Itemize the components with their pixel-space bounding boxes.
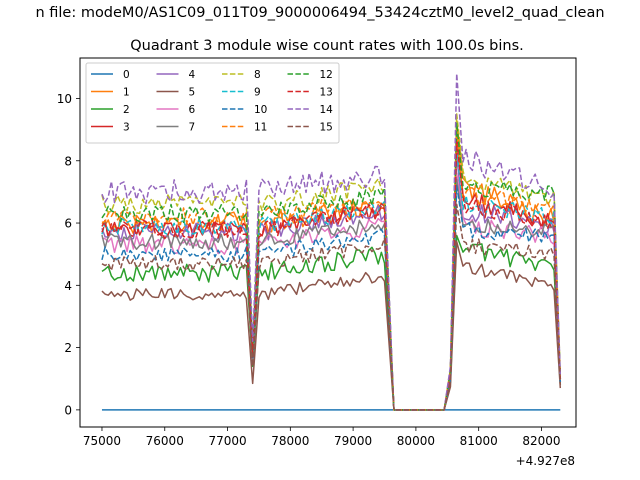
x-tick-label: 79000 (334, 434, 372, 448)
y-tick-label: 4 (64, 279, 72, 293)
x-axis-offset-label: +4.927e8 (516, 454, 575, 468)
x-tick-label: 81000 (460, 434, 498, 448)
series-line-7 (101, 178, 562, 411)
legend-label-2: 2 (123, 104, 130, 116)
y-tick-label: 6 (64, 217, 72, 231)
y-tick-label: 10 (57, 92, 72, 106)
legend-label-5: 5 (189, 87, 196, 99)
series-line-13 (101, 141, 562, 411)
series-line-9 (101, 147, 562, 411)
y-tick-label: 8 (64, 154, 72, 168)
plot-frame (79, 57, 577, 428)
legend-label-14: 14 (320, 104, 334, 116)
legend-label-8: 8 (254, 69, 261, 81)
legend-label-12: 12 (320, 69, 333, 81)
series-line-8 (101, 113, 562, 411)
legend-label-1: 1 (123, 87, 130, 99)
series-line-12 (101, 122, 562, 411)
legend-label-6: 6 (189, 104, 196, 116)
y-tick-label: 0 (64, 403, 72, 417)
series-line-2 (101, 234, 562, 411)
legend-label-13: 13 (320, 87, 333, 99)
x-tick-label: 80000 (397, 434, 435, 448)
legend-label-15: 15 (320, 122, 333, 134)
series-line-10 (101, 184, 562, 411)
x-tick-label: 75000 (83, 434, 121, 448)
series-line-15 (101, 203, 562, 411)
y-tick-label: 2 (64, 341, 72, 355)
figure-suptitle: n file: modeM0/AS1C09_011T09_9000006494_… (35, 5, 604, 21)
series-line-5 (101, 240, 562, 411)
legend-label-10: 10 (254, 104, 267, 116)
legend-label-9: 9 (254, 87, 261, 99)
legend-label-0: 0 (123, 69, 130, 81)
x-axis-ticks: 75000 76000 77000 78000 79000 80000 81000 82000 (83, 427, 561, 448)
y-axis-ticks: 0 2 4 6 8 10 (57, 92, 80, 417)
x-tick-label: 77000 (208, 434, 246, 448)
x-tick-label: 78000 (271, 434, 309, 448)
legend-label-7: 7 (189, 122, 196, 134)
plot-series-layer (101, 72, 562, 411)
series-line-14 (101, 72, 562, 411)
legend-label-11: 11 (254, 122, 267, 134)
legend-label-4: 4 (189, 69, 196, 81)
x-tick-label: 76000 (146, 434, 184, 448)
legend-label-3: 3 (123, 122, 130, 134)
x-tick-label: 82000 (522, 434, 560, 448)
series-line-4 (101, 153, 562, 411)
legend-box (85, 62, 340, 144)
chart-title: Quadrant 3 module wise count rates with … (130, 38, 524, 54)
